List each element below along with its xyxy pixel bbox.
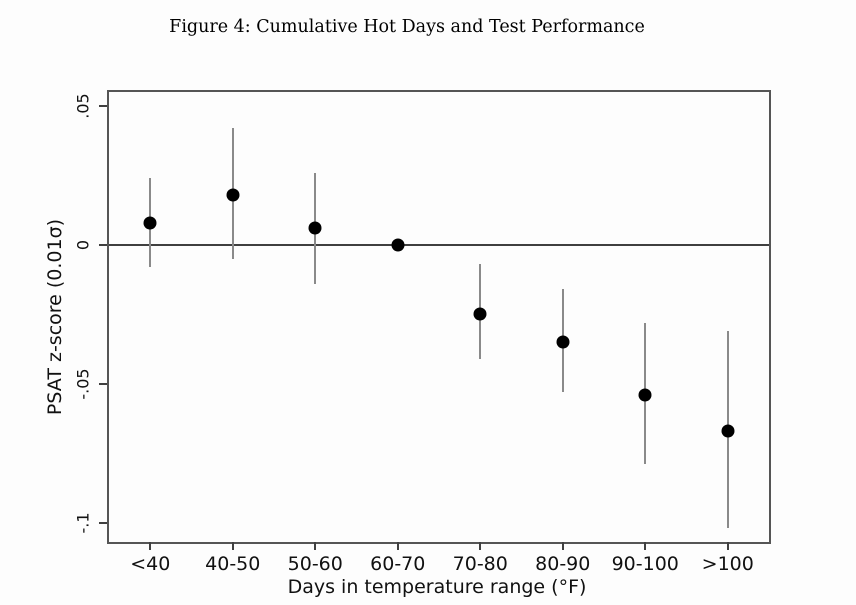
- x-axis-tick: [231, 542, 234, 550]
- zero-reference-line: [109, 243, 769, 246]
- x-axis-title: Days in temperature range (°F): [287, 576, 587, 598]
- x-tick-label: 70-80: [452, 553, 508, 575]
- y-axis-tick: [99, 104, 107, 107]
- y-tick-label: -.1: [73, 512, 93, 534]
- x-tick-label: 50-60: [287, 553, 343, 575]
- y-axis-tick: [99, 382, 107, 385]
- x-axis-tick: [314, 542, 317, 550]
- x-axis-tick: [726, 542, 729, 550]
- x-axis-tick: [149, 542, 152, 550]
- x-tick-label: <40: [130, 553, 171, 575]
- point-estimate-marker: [556, 335, 570, 349]
- point-estimate-marker: [226, 188, 240, 202]
- x-axis-tick: [644, 542, 647, 550]
- y-axis-tick: [99, 243, 107, 246]
- y-tick-label: 0: [73, 239, 93, 250]
- figure-title: Figure 4: Cumulative Hot Days and Test P…: [169, 17, 645, 37]
- x-tick-label: 80-90: [535, 553, 591, 575]
- x-tick-label: 90-100: [611, 553, 679, 575]
- y-tick-label: -.05: [73, 368, 93, 400]
- point-estimate-marker: [143, 216, 157, 230]
- x-tick-label: >100: [701, 553, 754, 575]
- x-axis-tick: [561, 542, 564, 550]
- point-estimate-marker: [473, 307, 487, 321]
- x-axis-tick: [479, 542, 482, 550]
- point-estimate-marker: [391, 238, 405, 252]
- x-tick-label: 60-70: [370, 553, 426, 575]
- y-axis-tick: [99, 521, 107, 524]
- point-estimate-marker: [638, 388, 652, 402]
- point-estimate-marker: [308, 221, 322, 235]
- plot-area: .05 0 -.05 -.1 <40 40-50 50-60 60-70 70-80 80-90 9…: [74, 90, 771, 575]
- x-tick-label: 40-50: [205, 553, 261, 575]
- y-tick-label: .05: [73, 93, 93, 119]
- y-axis-title: PSAT z-score (0.01σ): [44, 218, 66, 416]
- point-estimate-marker: [721, 424, 735, 438]
- x-axis-tick: [396, 542, 399, 550]
